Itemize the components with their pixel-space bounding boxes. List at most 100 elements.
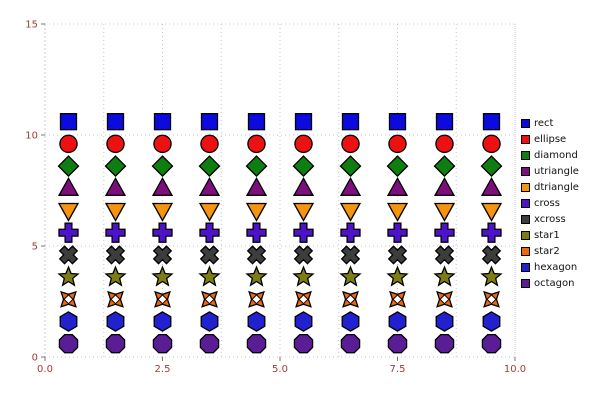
marker-xcross bbox=[481, 245, 502, 265]
legend-swatch-icon bbox=[521, 119, 530, 128]
marker-ellipse bbox=[294, 134, 313, 154]
legend-item-hexagon: hexagon bbox=[521, 261, 579, 274]
legend-item-star2: star2 bbox=[521, 245, 579, 258]
marker-octagon bbox=[58, 333, 79, 354]
marker-cross bbox=[481, 222, 502, 243]
marker-dtriangle bbox=[339, 202, 362, 222]
marker-rect bbox=[106, 113, 125, 131]
marker-xcross bbox=[152, 245, 173, 265]
legend-item-octagon: octagon bbox=[521, 277, 579, 290]
marker-star1 bbox=[151, 265, 174, 287]
marker-ellipse bbox=[482, 134, 501, 154]
x-tick-label: 0.0 bbox=[37, 364, 53, 375]
marker-hexagon bbox=[341, 311, 360, 332]
marker-star2-center bbox=[251, 294, 262, 305]
y-tick-label: 15 bbox=[25, 20, 38, 31]
marker-cross bbox=[152, 222, 173, 243]
y-tick-label: 10 bbox=[25, 131, 38, 142]
marker-diamond bbox=[104, 155, 127, 178]
legend-item-dtriangle: dtriangle bbox=[521, 181, 579, 194]
marker-dtriangle bbox=[292, 202, 315, 222]
marker-ellipse bbox=[341, 134, 360, 154]
marker-xcross bbox=[246, 245, 267, 265]
marker-dtriangle bbox=[433, 202, 456, 222]
x-tick-label: 2.5 bbox=[155, 364, 171, 375]
marker-utriangle bbox=[57, 176, 80, 196]
marker-rect bbox=[294, 113, 313, 131]
marker-star1 bbox=[339, 265, 362, 287]
marker-ellipse bbox=[153, 134, 172, 154]
marker-hexagon bbox=[482, 311, 501, 332]
marker-hexagon bbox=[59, 311, 78, 332]
marker-star1 bbox=[386, 265, 409, 287]
legend-swatch-icon bbox=[521, 135, 530, 144]
marker-ellipse bbox=[435, 134, 454, 154]
marker-ellipse bbox=[59, 134, 78, 154]
marker-star1 bbox=[292, 265, 315, 287]
marker-hexagon bbox=[200, 311, 219, 332]
plot-border bbox=[44, 23, 516, 358]
legend-label: utriangle bbox=[534, 166, 579, 177]
legend-label: star1 bbox=[534, 230, 560, 241]
legend-item-cross: cross bbox=[521, 197, 579, 210]
marker-cross bbox=[58, 222, 79, 243]
marker-rect bbox=[341, 113, 360, 131]
legend-swatch-icon bbox=[521, 215, 530, 224]
marker-star2-center bbox=[298, 294, 309, 305]
marker-hexagon bbox=[153, 311, 172, 332]
marker-star1 bbox=[245, 265, 268, 287]
marker-star1 bbox=[433, 265, 456, 287]
legend-item-xcross: xcross bbox=[521, 213, 579, 226]
marker-star2-center bbox=[486, 294, 497, 305]
marker-xcross bbox=[434, 245, 455, 265]
marker-rect bbox=[388, 113, 407, 131]
marker-star2-center bbox=[204, 294, 215, 305]
marker-dtriangle bbox=[151, 202, 174, 222]
legend-swatch-icon bbox=[521, 167, 530, 176]
x-tick-label: 10.0 bbox=[504, 364, 526, 375]
marker-ellipse bbox=[247, 134, 266, 154]
marker-utriangle bbox=[386, 176, 409, 196]
marker-star2-center bbox=[110, 294, 121, 305]
marker-utriangle bbox=[151, 176, 174, 196]
legend-swatch-icon bbox=[521, 183, 530, 192]
marker-hexagon bbox=[247, 311, 266, 332]
legend-label: xcross bbox=[534, 214, 566, 225]
legend: rect ellipse diamond utriangle dtriangle cros… bbox=[521, 117, 579, 290]
legend-item-rect: rect bbox=[521, 117, 579, 130]
marker-rect bbox=[153, 113, 172, 131]
legend-label: cross bbox=[534, 198, 560, 209]
marker-dtriangle bbox=[198, 202, 221, 222]
marker-star1 bbox=[104, 265, 127, 287]
legend-label: diamond bbox=[534, 150, 578, 161]
marker-xcross bbox=[58, 245, 79, 265]
marker-octagon bbox=[481, 333, 502, 354]
marker-diamond bbox=[245, 155, 268, 178]
legend-swatch-icon bbox=[521, 199, 530, 208]
marker-star1 bbox=[57, 265, 80, 287]
legend-label: dtriangle bbox=[534, 182, 579, 193]
marker-utriangle bbox=[198, 176, 221, 196]
marker-dtriangle bbox=[480, 202, 503, 222]
marker-diamond bbox=[57, 155, 80, 178]
x-tick-label: 5.0 bbox=[272, 364, 288, 375]
marker-xcross bbox=[293, 245, 314, 265]
legend-label: rect bbox=[534, 118, 554, 129]
marker-star2-center bbox=[439, 294, 450, 305]
marker-cross bbox=[293, 222, 314, 243]
marker-octagon bbox=[340, 333, 361, 354]
marker-star2-center bbox=[392, 294, 403, 305]
marker-rect bbox=[482, 113, 501, 131]
marker-xcross bbox=[105, 245, 126, 265]
marker-dtriangle bbox=[245, 202, 268, 222]
marker-cross bbox=[434, 222, 455, 243]
marker-utriangle bbox=[433, 176, 456, 196]
marker-xcross bbox=[340, 245, 361, 265]
marker-star2-center bbox=[157, 294, 168, 305]
marker-octagon bbox=[199, 333, 220, 354]
y-tick-label: 0 bbox=[32, 353, 38, 364]
marker-utriangle bbox=[480, 176, 503, 196]
marker-hexagon bbox=[294, 311, 313, 332]
